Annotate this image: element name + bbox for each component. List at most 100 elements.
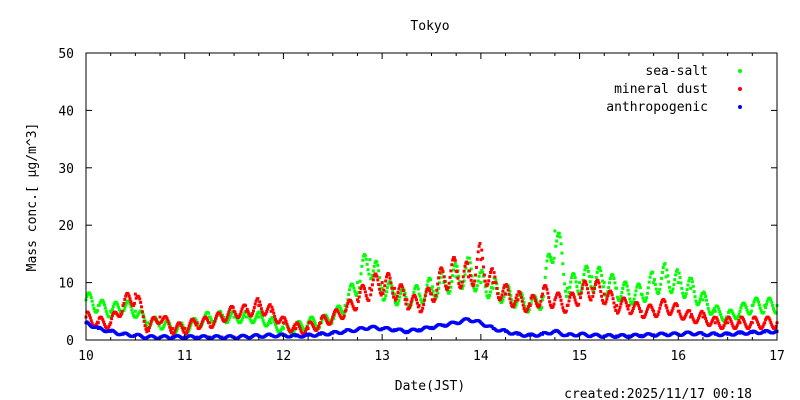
data-point-interp: [561, 262, 565, 266]
data-point: [281, 321, 285, 325]
data-point-interp: [523, 304, 527, 308]
data-point-interp: [185, 329, 189, 333]
data-point-interp: [390, 286, 394, 290]
data-point: [578, 281, 582, 285]
data-point: [701, 315, 705, 319]
x-tick-label: 14: [473, 349, 489, 364]
data-point-interp: [226, 320, 230, 324]
data-point-interp: [526, 307, 530, 311]
data-point-interp: [626, 307, 630, 311]
data-point-interp: [102, 320, 106, 324]
data-point-interp: [573, 276, 577, 280]
data-point-interp: [462, 269, 466, 273]
data-point-interp: [754, 316, 758, 320]
data-point-interp: [563, 289, 567, 293]
data-point-interp: [434, 294, 438, 298]
data-point-interp: [437, 271, 441, 275]
data-point-interp: [227, 318, 231, 322]
data-point: [738, 309, 742, 313]
data-point-interp: [272, 317, 276, 321]
data-point-interp: [562, 272, 566, 276]
data-point-interp: [688, 309, 692, 313]
data-point-interp: [468, 274, 472, 278]
data-point-interp: [414, 295, 418, 299]
data-point-interp: [270, 305, 274, 309]
data-point-interp: [575, 285, 579, 289]
data-point-interp: [112, 302, 116, 306]
data-point-interp: [452, 268, 456, 272]
data-point-interp: [163, 321, 167, 325]
data-point-interp: [178, 322, 182, 326]
data-point-interp: [756, 300, 760, 304]
data-point-interp: [396, 301, 400, 305]
data-point-interp: [394, 297, 398, 301]
data-point-interp: [129, 305, 133, 309]
data-point-interp: [541, 294, 545, 298]
data-point-interp: [206, 318, 210, 322]
data-point-interp: [182, 330, 186, 334]
data-point-interp: [764, 302, 768, 306]
data-point-interp: [372, 264, 376, 268]
data-point-interp: [477, 274, 481, 278]
data-point-interp: [253, 302, 257, 306]
data-point-interp: [430, 285, 434, 289]
data-point: [207, 321, 211, 325]
data-point-interp: [617, 308, 621, 312]
data-point-interp: [530, 298, 534, 302]
data-point-interp: [304, 327, 308, 331]
data-point-interp: [672, 283, 676, 287]
data-point-interp: [397, 287, 401, 291]
data-point-interp: [181, 324, 185, 328]
data-point-interp: [165, 317, 169, 321]
data-point-interp: [474, 265, 478, 269]
data-point-interp: [712, 315, 716, 319]
data-point-interp: [95, 322, 99, 326]
data-point-interp: [284, 319, 288, 323]
data-point-interp: [698, 297, 702, 301]
data-point-interp: [282, 316, 286, 320]
x-tick-label: 13: [374, 349, 390, 364]
data-point-interp: [234, 313, 238, 317]
data-point: [627, 304, 631, 308]
data-point-interp: [325, 314, 329, 318]
data-point-interp: [638, 307, 642, 311]
data-point: [615, 286, 619, 290]
data-point-interp: [88, 316, 92, 320]
data-point-interp: [695, 320, 699, 324]
data-point-interp: [505, 285, 509, 289]
data-point-interp: [266, 307, 270, 311]
x-axis-label: Date(JST): [395, 379, 465, 394]
data-point: [318, 321, 322, 325]
data-point: [355, 298, 359, 302]
data-point-interp: [350, 302, 354, 306]
data-point-interp: [503, 328, 507, 332]
data-point-interp: [346, 301, 350, 305]
data-point-interp: [357, 295, 361, 299]
data-point-interp: [239, 310, 243, 314]
data-point-interp: [422, 303, 426, 307]
data-point-interp: [219, 313, 223, 317]
data-point-interp: [546, 254, 550, 258]
data-point-interp: [698, 312, 702, 316]
data-point-interp: [108, 315, 112, 319]
data-point-interp: [132, 315, 136, 319]
data-point-interp: [369, 293, 373, 297]
data-point-interp: [508, 289, 512, 293]
data-point-interp: [303, 330, 307, 334]
data-point-interp: [719, 315, 723, 319]
data-point-interp: [319, 316, 323, 320]
data-point-interp: [548, 303, 552, 307]
data-point-interp: [623, 296, 627, 300]
data-point: [405, 298, 409, 302]
data-point-interp: [437, 276, 441, 280]
data-point-interp: [167, 322, 171, 326]
data-point-interp: [475, 257, 479, 261]
x-tick-label: 16: [670, 349, 686, 364]
data-point-interp: [596, 267, 600, 271]
data-point-interp: [694, 299, 698, 303]
data-point-interp: [520, 299, 524, 303]
data-point: [590, 286, 594, 290]
data-point-interp: [399, 292, 403, 296]
data-point-interp: [401, 288, 405, 292]
data-point-interp: [718, 310, 722, 314]
